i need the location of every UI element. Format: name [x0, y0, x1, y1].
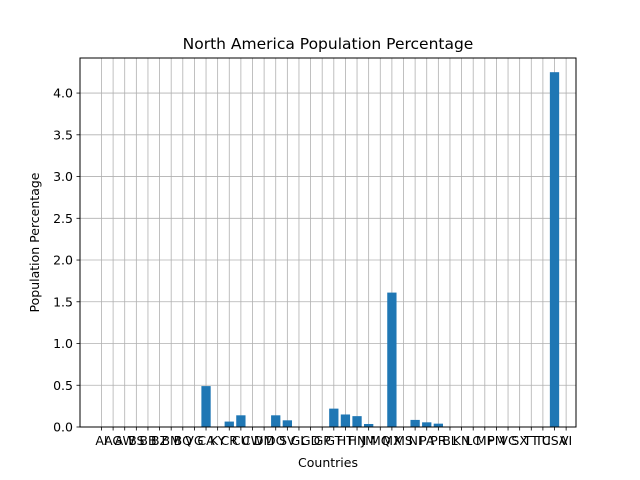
y-axis-title: Population Percentage: [27, 172, 42, 312]
plot-frame: [79, 57, 577, 428]
y-tick-label: 0.0: [53, 420, 73, 435]
x-tick-label: PR: [430, 433, 447, 448]
x-tick-label: DM: [254, 433, 274, 448]
x-tick-label: TC: [534, 433, 551, 448]
x-axis-title: Countries: [298, 455, 358, 470]
y-axis: 0.0 0.5 1.0 1.5 2.0 2.5 3.0 3.5 4.0: [53, 86, 80, 435]
x-tick-label: PA: [419, 433, 435, 448]
y-tick-label: 4.0: [53, 86, 73, 101]
y-tick-label: 3.5: [53, 127, 73, 142]
x-tick-label: CR: [221, 433, 239, 448]
x-tick-label: AI: [95, 433, 107, 448]
x-tick-label: KN: [453, 433, 471, 448]
chart-title: North America Population Percentage: [183, 35, 474, 53]
x-tick-label: MQ: [370, 433, 391, 448]
x-tick-label: GL: [291, 433, 308, 448]
x-tick-label: MS: [394, 433, 413, 448]
x-tick-label: VG: [185, 433, 203, 448]
x-tick-label: CU: [232, 433, 250, 448]
x-tick-label: TT: [523, 433, 539, 448]
bar: [224, 421, 234, 427]
bar: [282, 420, 292, 427]
bar: [352, 416, 362, 427]
x-tick-label: GD: [301, 433, 320, 448]
x-tick-label: GT: [325, 433, 342, 448]
x-tick-label: GP: [314, 433, 332, 448]
x-tick-label: SV: [279, 433, 296, 448]
x-tick-label: PM: [487, 433, 505, 448]
bar: [329, 408, 339, 427]
x-tick-label: VC: [499, 433, 517, 448]
x-tick-label: HN: [348, 433, 367, 448]
x-tick-label: MX: [382, 433, 402, 448]
x-tick-label: HT: [337, 433, 354, 448]
x-tick-label: DO: [266, 433, 286, 448]
y-tick-label: 2.0: [53, 253, 73, 268]
y-tick-label: 0.5: [53, 378, 73, 393]
x-tick-label: NI: [409, 433, 422, 448]
x-tick-label: JM: [360, 433, 375, 448]
bar: [433, 423, 443, 427]
x-tick-label: BZ: [151, 433, 168, 448]
y-tick-label: 3.0: [53, 169, 73, 184]
y-tick-label: 2.5: [53, 211, 73, 226]
x-tick-label: AG: [104, 433, 122, 448]
x-tick-label: BS: [128, 433, 144, 448]
bar: [236, 415, 246, 427]
x-tick-label: KY: [210, 433, 226, 448]
x-tick-label: BM: [161, 433, 180, 448]
x-tick-label: AW: [115, 433, 135, 448]
x-tick-label: VI: [560, 433, 572, 448]
bar: [340, 414, 351, 427]
x-tick-label: CW: [242, 433, 263, 448]
bars: [96, 72, 571, 428]
x-tick-label: MF: [476, 433, 494, 448]
y-tick-label: 1.5: [53, 294, 73, 309]
bar: [410, 419, 420, 427]
bar: [201, 386, 211, 427]
x-tick-label: USA: [542, 433, 568, 448]
x-tick-label: LC: [465, 433, 481, 448]
grid: [80, 58, 576, 428]
x-tick-label: BB: [139, 433, 156, 448]
x-tick-label: SX: [511, 433, 528, 448]
bar: [549, 72, 560, 427]
x-tick-label: CA: [197, 433, 215, 448]
bar: [387, 292, 397, 427]
x-axis: AIAGAWBSBBBZBMBQVGCAKYCRCUCWDMDOSVGLGDGP…: [95, 427, 572, 448]
bar: [364, 423, 374, 427]
x-tick-label: BQ: [174, 433, 193, 448]
bar: [422, 422, 432, 427]
y-tick-label: 1.0: [53, 336, 73, 351]
x-tick-label: BL: [442, 433, 458, 448]
bar: [271, 415, 281, 427]
